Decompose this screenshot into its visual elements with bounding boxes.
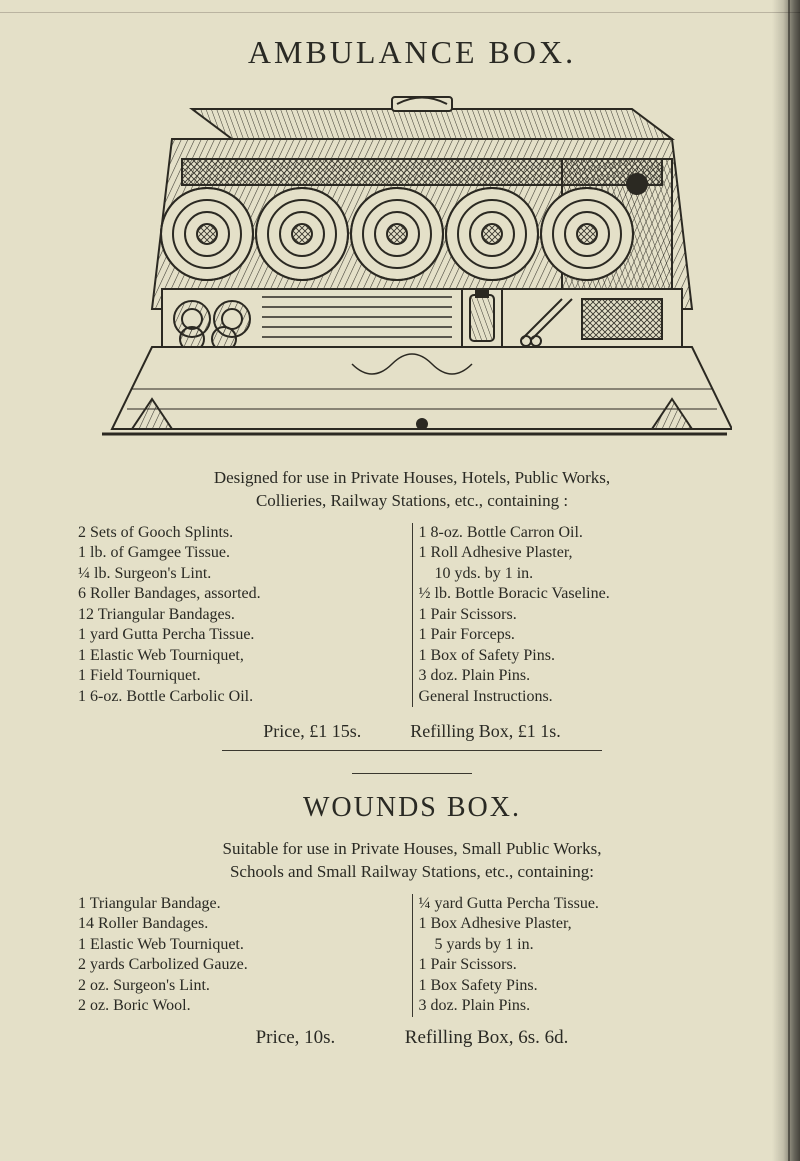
p1-right-item-4: 1 Pair Scissors. — [419, 605, 747, 625]
p1-left-item-3: 6 Roller Bandages, assorted. — [78, 584, 406, 604]
col-left-2: 1 Triangular Bandage.14 Roller Bandages.… — [72, 894, 413, 1017]
p1-right-item-1: 1 Roll Adhesive Plaster, — [419, 543, 747, 563]
p2-left-item-3: 2 yards Carbolized Gauze. — [78, 955, 406, 975]
price-underline-1 — [222, 750, 602, 751]
col-right-2: ¼ yard Gutta Percha Tissue.1 Box Adhesiv… — [413, 894, 753, 1017]
contents-columns-2: 1 Triangular Bandage.14 Roller Bandages.… — [72, 894, 752, 1017]
top-rule — [0, 12, 800, 13]
ambulance-box-illustration — [92, 89, 732, 449]
binding-shadow — [772, 0, 800, 1161]
price-line-1: Price, £1 15s. Refilling Box, £1 1s. — [72, 721, 752, 742]
p1-right-item-0: 1 8-oz. Bottle Carron Oil. — [419, 523, 747, 543]
p2-right-item-2: 5 yards by 1 in. — [419, 935, 747, 955]
engraving-svg — [92, 89, 732, 449]
p2-left-item-1: 14 Roller Bandages. — [78, 914, 406, 934]
p2-left-item-5: 2 oz. Boric Wool. — [78, 996, 406, 1016]
p1-left-item-0: 2 Sets of Gooch Splints. — [78, 523, 406, 543]
page-title-1: AMBULANCE BOX. — [72, 34, 752, 71]
price-line-2: Price, 10s. Refilling Box, 6s. 6d. — [72, 1027, 752, 1049]
caption-1: Designed for use in Private Houses, Hote… — [72, 467, 752, 513]
p1-left-item-6: 1 Elastic Web Tourniquet, — [78, 646, 406, 666]
section-divider — [352, 773, 472, 774]
caption-1-line-1: Collieries, Railway Stations, etc., cont… — [256, 491, 568, 510]
p2-right-item-0: ¼ yard Gutta Percha Tissue. — [419, 894, 747, 914]
refill-price-2: Refilling Box, 6s. 6d. — [405, 1027, 569, 1049]
p1-right-item-5: 1 Pair Forceps. — [419, 625, 747, 645]
p2-right-item-4: 1 Box Safety Pins. — [419, 976, 747, 996]
p1-right-item-2: 10 yds. by 1 in. — [419, 564, 747, 584]
p1-right-item-7: 3 doz. Plain Pins. — [419, 666, 747, 686]
p1-right-item-8: General Instructions. — [419, 687, 747, 707]
document-page: AMBULANCE BOX. — [0, 0, 800, 1161]
price-2: Price, 10s. — [256, 1027, 336, 1049]
p2-right-item-3: 1 Pair Scissors. — [419, 955, 747, 975]
col-left-1: 2 Sets of Gooch Splints.1 lb. of Gamgee … — [72, 523, 413, 707]
p1-left-item-7: 1 Field Tourniquet. — [78, 666, 406, 686]
p2-left-item-0: 1 Triangular Bandage. — [78, 894, 406, 914]
page-title-2: WOUNDS BOX. — [72, 792, 752, 824]
p2-left-item-2: 1 Elastic Web Tourniquet. — [78, 935, 406, 955]
p2-right-item-1: 1 Box Adhesive Plaster, — [419, 914, 747, 934]
p1-left-item-8: 1 6-oz. Bottle Carbolic Oil. — [78, 687, 406, 707]
caption-2: Suitable for use in Private Houses, Smal… — [72, 838, 752, 884]
caption-2-line-1: Schools and Small Railway Stations, etc.… — [230, 862, 594, 881]
p1-right-item-6: 1 Box of Safety Pins. — [419, 646, 747, 666]
contents-columns-1: 2 Sets of Gooch Splints.1 lb. of Gamgee … — [72, 523, 752, 707]
caption-1-line-0: Designed for use in Private Houses, Hote… — [214, 468, 610, 487]
p1-left-item-4: 12 Triangular Bandages. — [78, 605, 406, 625]
p1-right-item-3: ½ lb. Bottle Boracic Vaseline. — [419, 584, 747, 604]
caption-2-line-0: Suitable for use in Private Houses, Smal… — [223, 839, 602, 858]
p1-left-item-5: 1 yard Gutta Percha Tissue. — [78, 625, 406, 645]
p1-left-item-2: ¼ lb. Surgeon's Lint. — [78, 564, 406, 584]
refill-price-1: Refilling Box, £1 1s. — [410, 721, 561, 742]
binding-stripe — [788, 0, 790, 1161]
p2-left-item-4: 2 oz. Surgeon's Lint. — [78, 976, 406, 996]
price-1: Price, £1 15s. — [263, 721, 361, 742]
p2-right-item-5: 3 doz. Plain Pins. — [419, 996, 747, 1016]
col-right-1: 1 8-oz. Bottle Carron Oil.1 Roll Adhesiv… — [413, 523, 753, 707]
p1-left-item-1: 1 lb. of Gamgee Tissue. — [78, 543, 406, 563]
